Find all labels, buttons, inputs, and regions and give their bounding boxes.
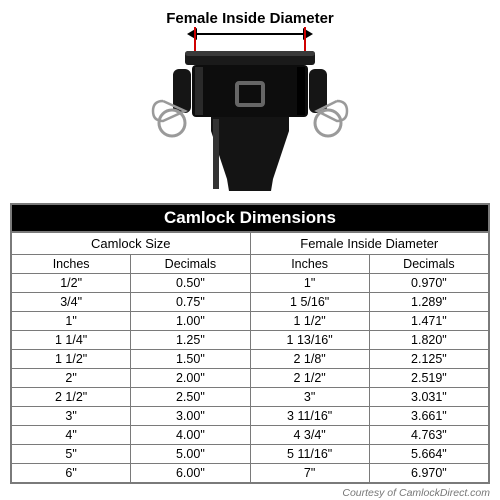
diameter-label: Female Inside Diameter <box>166 10 334 27</box>
table-cell: 1 1/2" <box>12 350 131 369</box>
sub-header: Decimals <box>369 255 488 274</box>
table-cell: 1/2" <box>12 274 131 293</box>
table-cell: 2 1/2" <box>250 369 369 388</box>
table-row: 1/2"0.50"1"0.970" <box>12 274 489 293</box>
table-row: 4"4.00"4 3/4"4.763" <box>12 426 489 445</box>
group-header: Camlock Size <box>12 233 251 255</box>
courtesy-text: Courtesy of CamlockDirect.com <box>10 487 490 499</box>
table: Camlock Size Female Inside Diameter Inch… <box>11 232 489 483</box>
group-header-row: Camlock Size Female Inside Diameter <box>12 233 489 255</box>
table-cell: 1.289" <box>369 293 488 312</box>
table-row: 2 1/2"2.50"3"3.031" <box>12 388 489 407</box>
table-row: 2"2.00"2 1/2"2.519" <box>12 369 489 388</box>
table-cell: 2.50" <box>131 388 250 407</box>
sub-header: Inches <box>250 255 369 274</box>
table-cell: 4.00" <box>131 426 250 445</box>
table-cell: 6" <box>12 464 131 483</box>
table-cell: 1.50" <box>131 350 250 369</box>
diagram-area: Female Inside Diameter <box>10 10 490 203</box>
table-cell: 2.125" <box>369 350 488 369</box>
table-cell: 4.763" <box>369 426 488 445</box>
table-cell: 1.25" <box>131 331 250 350</box>
table-cell: 6.970" <box>369 464 488 483</box>
table-row: 1 1/4"1.25"1 13/16"1.820" <box>12 331 489 350</box>
table-cell: 1.00" <box>131 312 250 331</box>
table-cell: 1 13/16" <box>250 331 369 350</box>
table-cell: 0.50" <box>131 274 250 293</box>
table-cell: 3.031" <box>369 388 488 407</box>
table-row: 1 1/2"1.50"2 1/8"2.125" <box>12 350 489 369</box>
table-cell: 1 1/2" <box>250 312 369 331</box>
table-cell: 5.664" <box>369 445 488 464</box>
table-cell: 1" <box>250 274 369 293</box>
sub-header: Inches <box>12 255 131 274</box>
table-cell: 1.820" <box>369 331 488 350</box>
table-cell: 1 1/4" <box>12 331 131 350</box>
table-cell: 3.00" <box>131 407 250 426</box>
table-cell: 3" <box>12 407 131 426</box>
table-cell: 3.661" <box>369 407 488 426</box>
sub-header-row: Inches Decimals Inches Decimals <box>12 255 489 274</box>
table-cell: 4 3/4" <box>250 426 369 445</box>
table-row: 1"1.00"1 1/2"1.471" <box>12 312 489 331</box>
camlock-fitting-illustration <box>125 43 375 203</box>
table-cell: 7" <box>250 464 369 483</box>
group-header: Female Inside Diameter <box>250 233 489 255</box>
table-cell: 0.970" <box>369 274 488 293</box>
table-cell: 0.75" <box>131 293 250 312</box>
table-row: 5"5.00"5 11/16"5.664" <box>12 445 489 464</box>
table-cell: 3/4" <box>12 293 131 312</box>
table-cell: 1" <box>12 312 131 331</box>
table-cell: 2 1/2" <box>12 388 131 407</box>
table-title: Camlock Dimensions <box>11 204 489 232</box>
table-cell: 1 5/16" <box>250 293 369 312</box>
dimensions-table: Camlock Dimensions Camlock Size Female I… <box>10 203 490 484</box>
table-cell: 3 11/16" <box>250 407 369 426</box>
table-cell: 5" <box>12 445 131 464</box>
table-cell: 2.00" <box>131 369 250 388</box>
table-cell: 5 11/16" <box>250 445 369 464</box>
table-cell: 6.00" <box>131 464 250 483</box>
table-cell: 4" <box>12 426 131 445</box>
table-cell: 2.519" <box>369 369 488 388</box>
table-cell: 1.471" <box>369 312 488 331</box>
table-row: 3/4"0.75"1 5/16"1.289" <box>12 293 489 312</box>
table-row: 6"6.00"7"6.970" <box>12 464 489 483</box>
table-row: 3"3.00"3 11/16"3.661" <box>12 407 489 426</box>
table-cell: 2 1/8" <box>250 350 369 369</box>
table-cell: 2" <box>12 369 131 388</box>
sub-header: Decimals <box>131 255 250 274</box>
table-cell: 3" <box>250 388 369 407</box>
table-cell: 5.00" <box>131 445 250 464</box>
